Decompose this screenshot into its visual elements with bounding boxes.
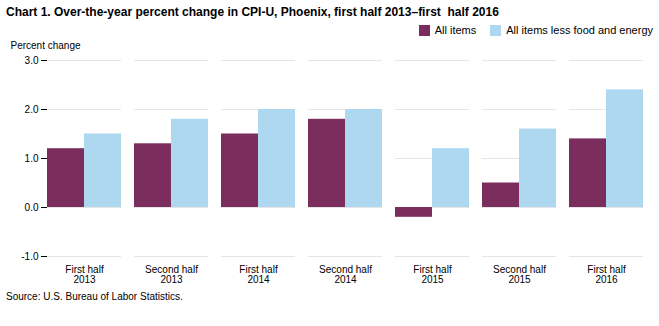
svg-text:First half2015: First half2015: [413, 264, 452, 285]
html-text:All items: All items: [434, 24, 477, 36]
svg-text:First half2013: First half2013: [65, 264, 104, 285]
html-text:Chart 1. Over-the-year percent: Chart 1. Over-the-year percent change in…: [6, 5, 499, 19]
svg-text:Second half2015: Second half2015: [493, 264, 546, 285]
svg-text:1.0: 1.0: [25, 153, 39, 164]
html-text:All items less food and energy: All items less food and energy: [506, 24, 653, 36]
svg-text:First half2016: First half2016: [587, 264, 626, 285]
svg-text:3.0: 3.0: [25, 55, 39, 66]
svg-text:Second half2013: Second half2013: [145, 264, 198, 285]
svg-text:First half2014: First half2014: [239, 264, 278, 285]
svg-text:Percent change: Percent change: [11, 40, 81, 51]
svg-text:2.0: 2.0: [25, 104, 39, 115]
svg-text:-1.0: -1.0: [21, 251, 39, 262]
svg-text:Second half2014: Second half2014: [319, 264, 372, 285]
html-text:Source: U.S. Bureau of Labor S: Source: U.S. Bureau of Labor Statistics.: [6, 291, 183, 302]
svg-text:0.0: 0.0: [25, 202, 39, 213]
